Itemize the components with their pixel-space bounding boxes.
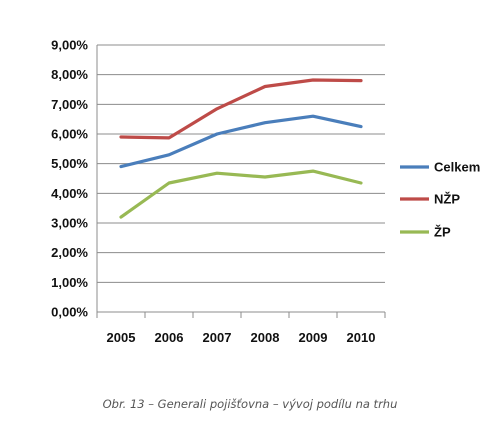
series-line-0 [119,114,363,169]
y-tick-label: 2,00% [51,245,88,260]
x-tick-label: 2007 [203,330,232,345]
y-tick-label: 6,00% [51,127,88,142]
legend-label-1: NŽP [434,192,460,207]
x-tick-label: 2008 [251,330,280,345]
figure-caption: Obr. 13 – Generali pojišťovna – vývoj po… [102,397,398,411]
x-tick-label: 2010 [347,330,376,345]
y-tick-label: 3,00% [51,216,88,231]
y-tick-label: 1,00% [51,275,88,290]
y-tick-label: 0,00% [51,305,88,320]
x-tick-label: 2006 [155,330,184,345]
chart-frame: 0,00% 1,00% 2,00% 3,00% 4,00% 5,00% 6,00% 7,00%… [8,8,492,378]
x-tick-label: 2009 [299,330,328,345]
legend-label-2: ŽP [434,225,451,240]
y-tick-label: 4,00% [51,186,88,201]
legend-label-0: Celkem [434,160,480,175]
series-line-2 [119,169,363,219]
y-tick-label: 7,00% [51,97,88,112]
y-tick-label: 9,00% [51,38,88,53]
x-tick-label: 2005 [107,330,136,345]
chart-svg: 0,00% 1,00% 2,00% 3,00% 4,00% 5,00% 6,00% 7,00%… [51,38,480,346]
y-tick-label: 8,00% [51,67,88,82]
series-line-1 [119,78,363,140]
y-tick-label: 5,00% [51,156,88,171]
